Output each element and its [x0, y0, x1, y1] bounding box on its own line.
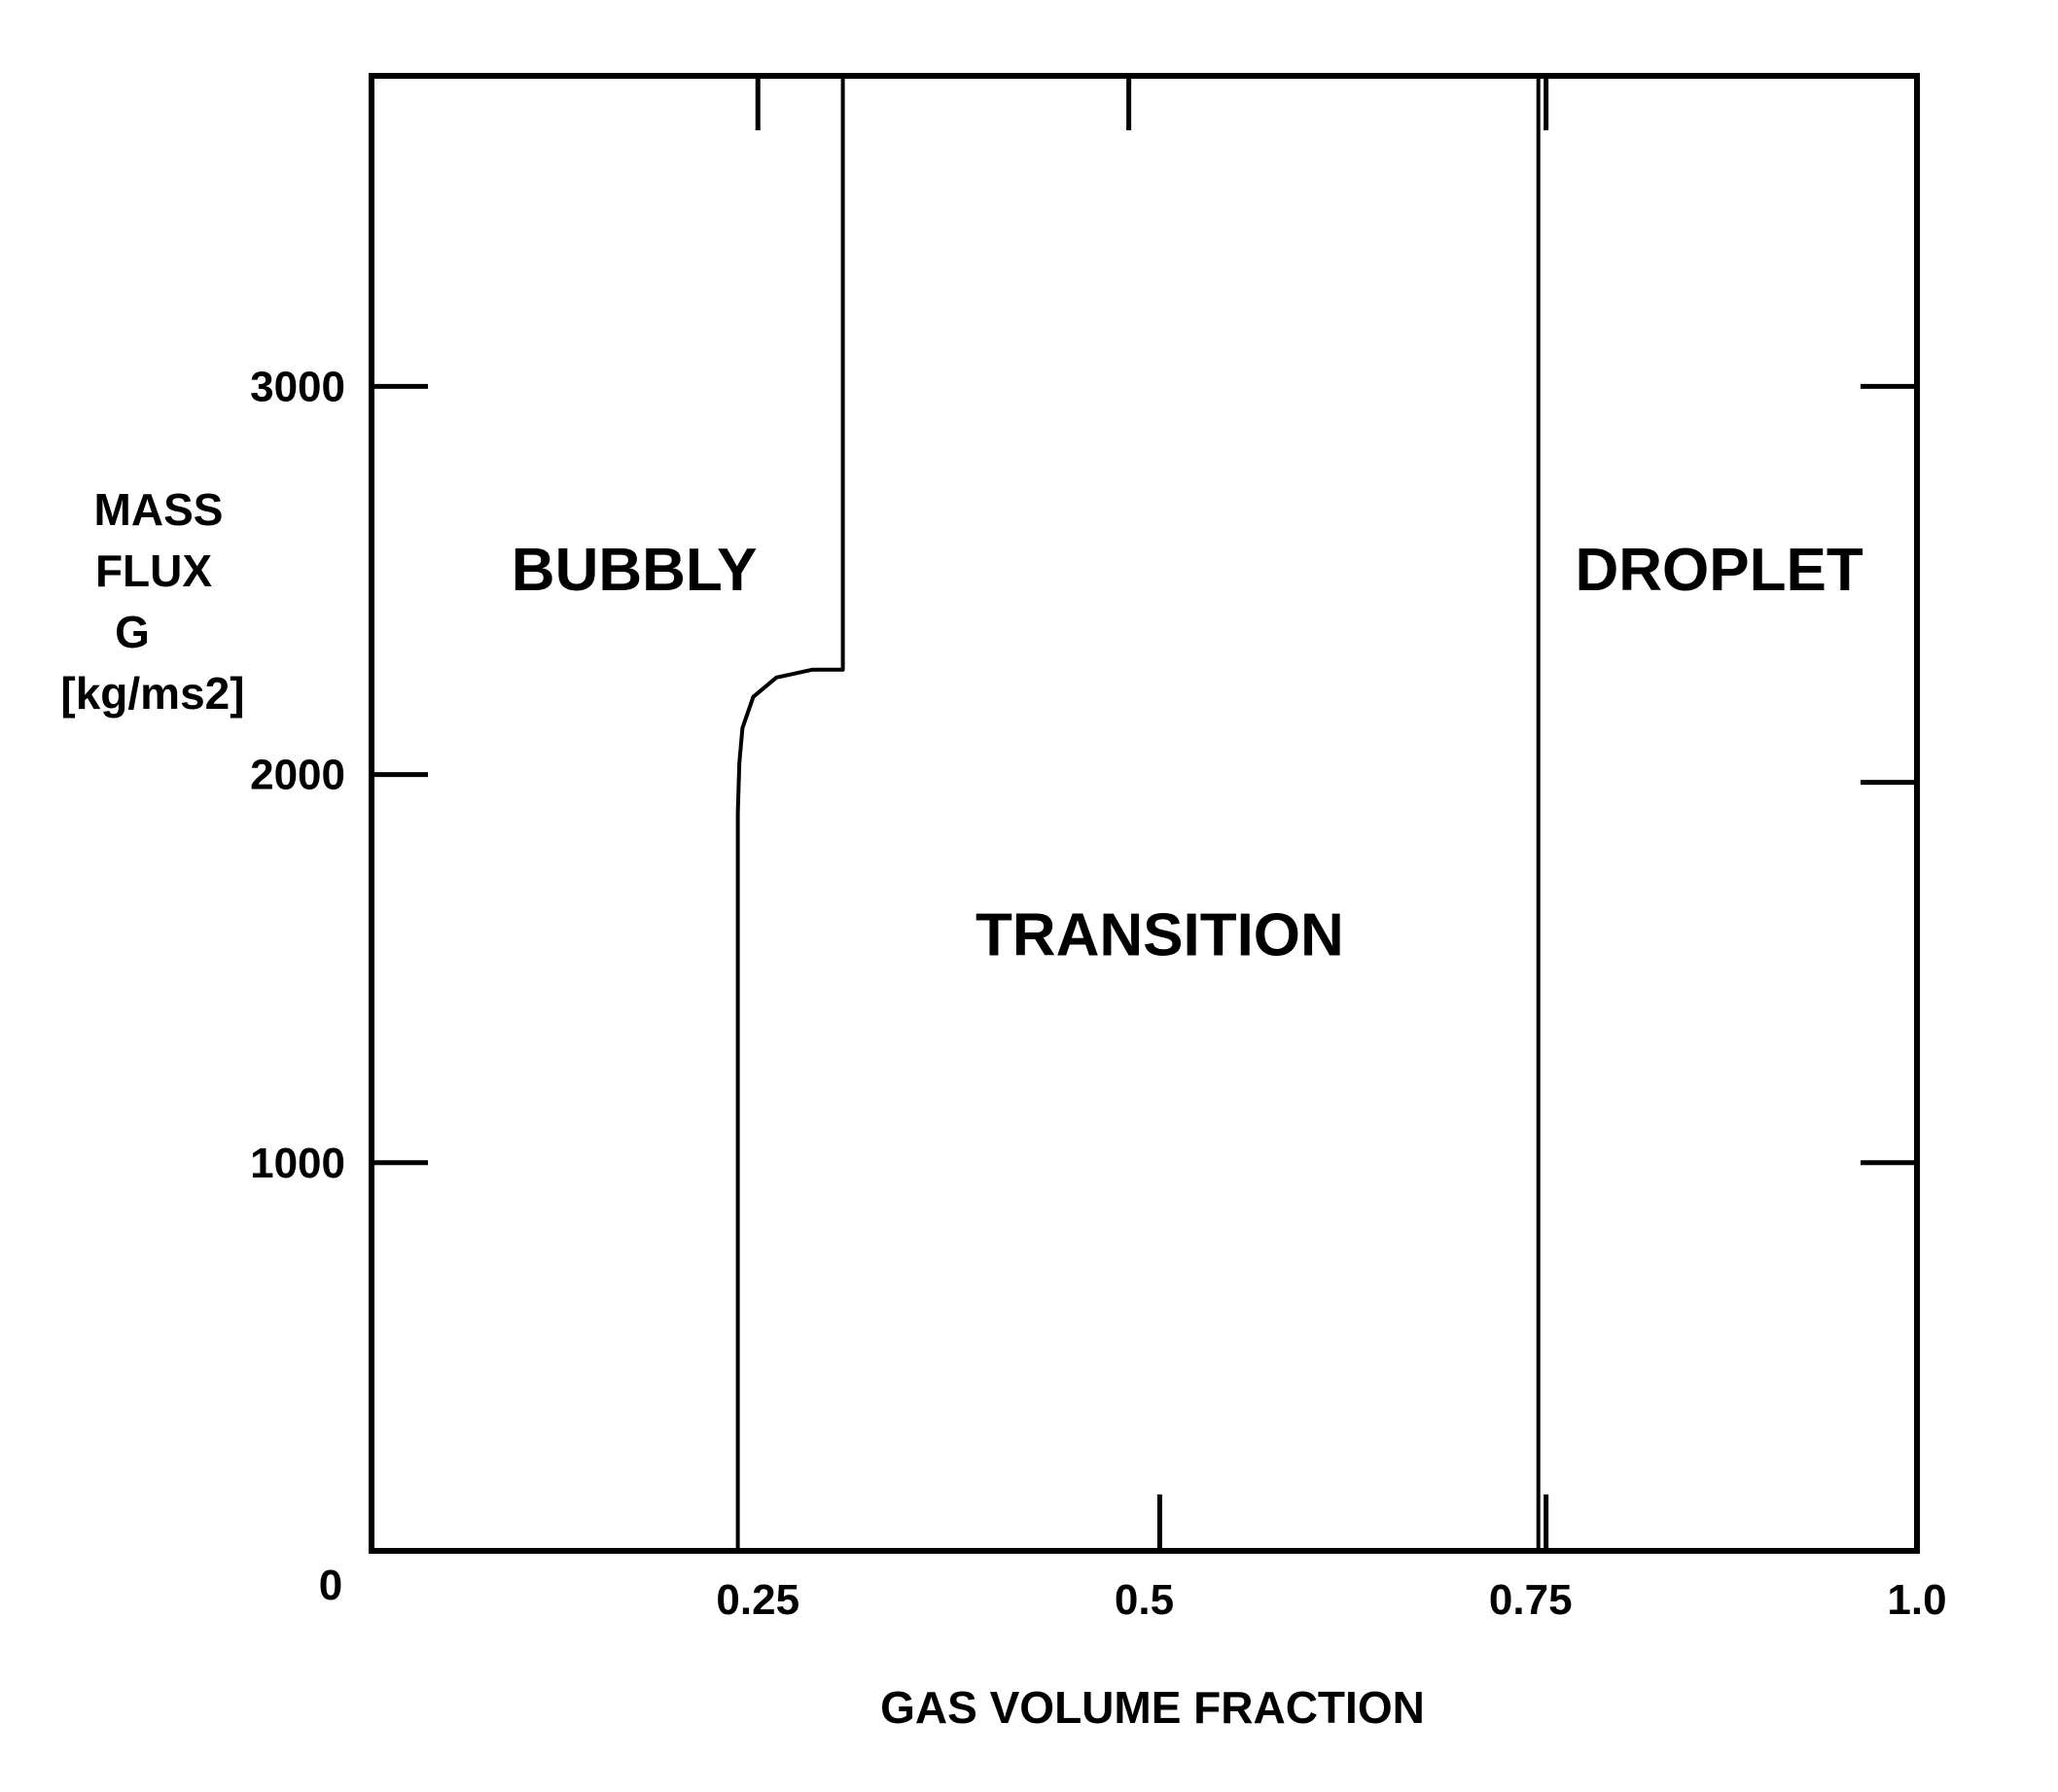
y-tick-labels: 1000 2000 3000	[250, 363, 345, 1186]
y-tick-label: 1000	[250, 1140, 345, 1187]
y-axis-title-line: [kg/ms2]	[60, 668, 244, 719]
x-tick-label: 0	[319, 1562, 342, 1609]
x-tick-label: 0.75	[1489, 1576, 1573, 1624]
region-labels: BUBBLY TRANSITION DROPLET	[512, 537, 1863, 968]
region-label-transition: TRANSITION	[976, 901, 1344, 968]
x-tick-label: 0.5	[1115, 1576, 1174, 1624]
y-axis-title-line: G	[115, 607, 150, 657]
tick-marks	[372, 76, 1917, 1551]
x-tick-labels: 0 0.25 0.5 0.75 1.0	[319, 1562, 1947, 1624]
region-label-bubbly: BUBBLY	[512, 537, 758, 604]
y-axis-title-line: FLUX	[95, 545, 212, 596]
region-label-droplet: DROPLET	[1575, 537, 1863, 604]
y-tick-label: 2000	[250, 752, 345, 799]
y-tick-label: 3000	[250, 363, 345, 410]
y-axis-title-line: MASS	[94, 484, 224, 535]
x-tick-label: 1.0	[1887, 1576, 1946, 1624]
boundary-line-bubbly-transition	[735, 76, 845, 1551]
boundary-lines	[735, 76, 1541, 1551]
x-axis-title: GAS VOLUME FRACTION	[880, 1682, 1425, 1733]
plot-frame	[369, 73, 1920, 1554]
y-axis-title: MASS FLUX G [kg/ms2]	[60, 484, 244, 719]
x-tick-label: 0.25	[716, 1576, 799, 1624]
